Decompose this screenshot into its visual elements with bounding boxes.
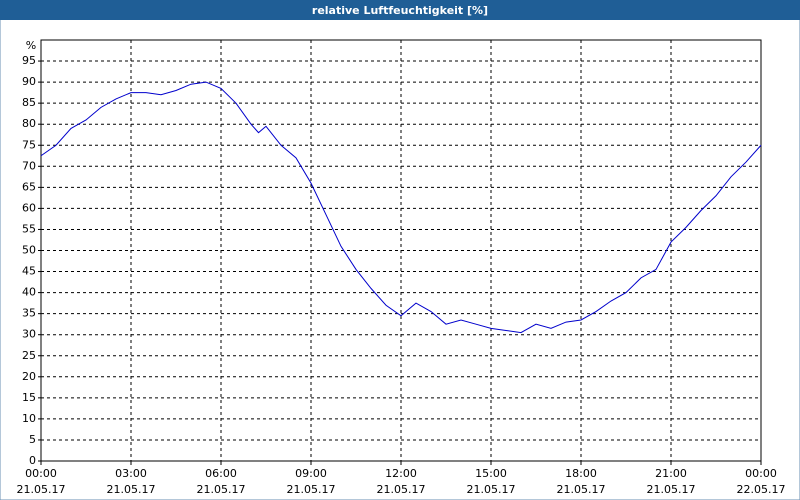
x-tick-date: 22.05.17 (737, 483, 786, 496)
data-line (40, 81, 762, 334)
y-tick-label: 10 (22, 412, 36, 425)
x-tick-label: 18:00 (565, 467, 597, 480)
x-tick-label: 12:00 (385, 467, 417, 480)
chart-title: relative Luftfeuchtigkeit [%] (312, 4, 488, 17)
y-tick-label: 90 (22, 75, 36, 88)
x-tick-date: 21.05.17 (107, 483, 156, 496)
y-tick-label: 80 (22, 117, 36, 130)
title-bar (0, 0, 800, 20)
y-tick-label: 95 (22, 54, 36, 67)
y-tick-label: 65 (22, 180, 36, 193)
y-tick-label: 60 (22, 201, 36, 214)
x-tick-date: 21.05.17 (17, 483, 66, 496)
y-tick-label: 15 (22, 391, 36, 404)
x-tick-label: 15:00 (475, 467, 507, 480)
y-tick-label: 5 (29, 433, 36, 446)
x-tick-label: 06:00 (205, 467, 237, 480)
y-tick-label: 70 (22, 159, 36, 172)
x-tick-date: 21.05.17 (557, 483, 606, 496)
y-tick-label: 45 (22, 265, 36, 278)
x-tick-label: 03:00 (115, 467, 147, 480)
y-tick-label: 85 (22, 96, 36, 109)
y-tick-label: 40 (22, 286, 36, 299)
x-tick-label: 09:00 (295, 467, 327, 480)
y-tick-label: 75 (22, 138, 36, 151)
y-tick-label: 25 (22, 349, 36, 362)
y-axis-label: % (26, 39, 36, 52)
x-tick-date: 21.05.17 (647, 483, 696, 496)
x-tick-date: 21.05.17 (197, 483, 246, 496)
y-tick-label: 20 (22, 370, 36, 383)
y-tick-label: 50 (22, 244, 36, 257)
x-tick-date: 21.05.17 (467, 483, 516, 496)
y-tick-label: 0 (29, 454, 36, 467)
x-tick-date: 21.05.17 (377, 483, 426, 496)
x-tick-label: 00:00 (745, 467, 777, 480)
x-tick-date: 21.05.17 (287, 483, 336, 496)
x-tick-label: 00:00 (25, 467, 57, 480)
y-tick-label: 55 (22, 222, 36, 235)
plot-border (40, 39, 762, 462)
y-tick-label: 30 (22, 328, 36, 341)
y-tick-label: 35 (22, 307, 36, 320)
x-tick-label: 21:00 (655, 467, 687, 480)
